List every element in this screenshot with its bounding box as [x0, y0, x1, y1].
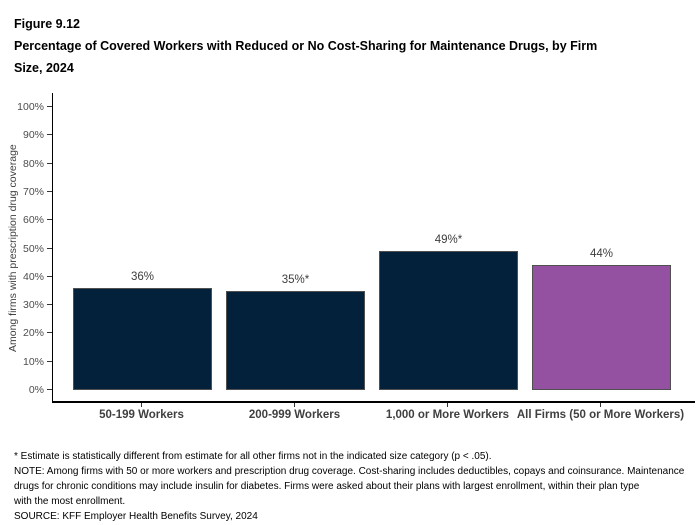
x-tick-label: 50-199 Workers [99, 409, 184, 421]
y-axis-tick-marks [47, 93, 52, 403]
x-tick-mark [141, 403, 142, 407]
note-text: NOTE: Among firms with 50 or more worker… [14, 466, 685, 507]
y-tick-mark [47, 247, 52, 249]
chart-title: Percentage of Covered Workers with Reduc… [14, 39, 598, 75]
x-axis-tick-marks [52, 403, 695, 408]
x-axis-tick-labels: 50-199 Workers 200-999 Workers 1,000 or Mo… [52, 408, 695, 452]
y-tick-mark [47, 190, 52, 192]
y-tick-label: 0% [28, 384, 44, 396]
x-tick-label: 1,000 or More Workers [385, 409, 510, 421]
bar-value-label: 36% [130, 271, 155, 284]
bar-4: 44% [532, 248, 671, 390]
y-tick-label: 50% [22, 242, 44, 255]
y-tick-mark [47, 219, 52, 221]
significance-note: * Estimate is statistically different fr… [14, 451, 492, 462]
y-tick-label: 80% [22, 157, 44, 170]
y-tick-label: 60% [22, 214, 44, 227]
x-tick-mark [447, 403, 448, 407]
y-tick-label: 40% [22, 270, 44, 283]
y-tick-label: 90% [22, 129, 44, 142]
y-tick-label: 10% [22, 355, 44, 368]
y-tick-mark [47, 389, 52, 390]
title-block: Figure 9.12 Percentage of Covered Worker… [14, 13, 614, 79]
footnotes: * Estimate is statistically different fr… [14, 449, 690, 524]
y-tick-mark [47, 360, 52, 362]
y-tick-mark [47, 275, 52, 277]
bar-3: 49%* [379, 234, 518, 390]
y-tick-mark [47, 304, 52, 306]
y-tick-mark [47, 134, 52, 136]
x-tick-label: All Firms (50 or More Workers) [516, 409, 685, 421]
source-text: SOURCE: KFF Employer Health Benefits Sur… [14, 511, 258, 522]
y-tick-mark [47, 332, 52, 334]
y-axis-tick-labels: 0% 10% 20% 30% 40% 50% 60% 70% 80% 90% 100% [0, 93, 44, 403]
bar-1: 36% [73, 271, 212, 390]
bar-value-label: 44% [589, 248, 614, 261]
bar-value-label: 49%* [434, 234, 463, 247]
y-tick-label: 70% [22, 185, 44, 198]
plot-area: 36% 35%* 49%* 44% [52, 93, 695, 403]
y-tick-mark [47, 106, 52, 107]
y-tick-label: 100% [17, 101, 44, 113]
bar-value-label: 35%* [281, 273, 310, 286]
figure-number: Figure 9.12 [14, 17, 80, 31]
x-tick-label: 200-999 Workers [248, 409, 341, 421]
x-tick-mark [600, 403, 601, 407]
y-tick-label: 30% [22, 299, 44, 312]
x-tick-mark [294, 403, 295, 407]
y-tick-mark [47, 162, 52, 164]
y-tick-label: 20% [22, 327, 44, 340]
plot-wrap: 0% 10% 20% 30% 40% 50% 60% 70% 80% 90% 100% 36% 35%… [0, 93, 698, 403]
bar-2: 35%* [226, 274, 365, 390]
